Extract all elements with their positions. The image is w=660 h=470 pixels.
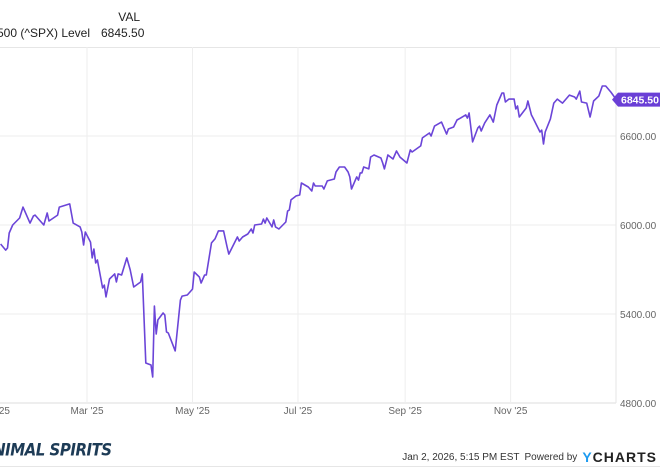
footer-divider (0, 466, 660, 467)
animal-spirits-logo: ANIMAL SPIRITS (0, 440, 112, 460)
y-axis: 4800.00 5400.00 6000.00 6600.00 (620, 132, 657, 410)
y-tick-label: 6000.00 (620, 221, 657, 232)
last-value-label-text: 6845.50 (621, 95, 659, 107)
series-name: S&P 500 (^SPX) Level (0, 26, 90, 40)
timestamp: Jan 2, 2026, 5:15 PM EST (402, 451, 520, 463)
x-tick-label: Jul '25 (284, 406, 313, 417)
ycharts-logo[interactable]: YCHARTS (582, 449, 657, 465)
series-value: 6845.50 (101, 26, 145, 40)
footer-attribution: Jan 2, 2026, 5:15 PM EST Powered by YCHA… (402, 447, 657, 467)
y-tick-label: 5400.00 (620, 310, 657, 321)
y-tick-label: 4800.00 (620, 399, 657, 410)
grid (0, 47, 617, 404)
last-value-label: 6845.50 (612, 92, 660, 107)
x-tick-label: Mar '25 (70, 406, 103, 417)
x-tick-label: Nov '25 (494, 406, 528, 417)
x-tick-label: Sep '25 (388, 406, 422, 417)
y-tick-label: 6600.00 (620, 132, 657, 143)
powered-by-text: Powered by (524, 451, 578, 463)
last-value-label-bg (612, 92, 660, 107)
x-tick-label: Jan '25 (0, 406, 10, 417)
x-tick-label: May '25 (175, 406, 210, 417)
series-line (0, 85, 619, 378)
x-axis: Jan '25 Mar '25 May '25 Jul '25 Sep '25 Nov '… (0, 406, 528, 417)
value-column-header: VAL (118, 10, 140, 24)
legend-header: VAL S&P 500 (^SPX) Level 6845.50 (0, 0, 660, 48)
